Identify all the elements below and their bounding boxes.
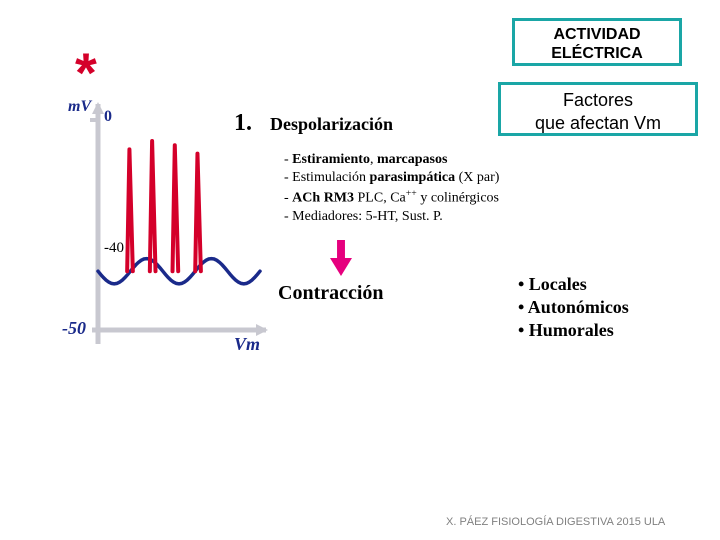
- bullet-item: - Mediadores: 5-HT, Sust. P.: [284, 209, 499, 225]
- footer-attribution: X. PÁEZ FISIOLOGÍA DIGESTIVA 2015 ULA: [446, 516, 665, 528]
- bullet-item: - Estiramiento, marcapasos: [284, 152, 499, 168]
- asterisk-text: *: [75, 41, 97, 104]
- axis-mv-label: mV: [68, 98, 91, 116]
- arrow-down-icon: [330, 240, 352, 276]
- asterisk-mark: *: [75, 56, 97, 90]
- vm-factor-item: • Humorales: [518, 320, 629, 341]
- bullet-item: - ACh RM3 PLC, Ca++ y colinérgicos: [284, 188, 499, 207]
- vm-factors-list: • Locales• Autonómicos• Humorales: [518, 272, 629, 343]
- membrane-potential-graph: [70, 96, 270, 356]
- factors-box: Factores que afectan Vm: [498, 82, 698, 136]
- depolarization-factors-list: - Estiramiento, marcapasos - Estimulación…: [284, 150, 499, 227]
- axis-neg40-label: -40: [104, 240, 124, 257]
- vm-factor-item: • Autonómicos: [518, 297, 629, 318]
- contraction-label: Contracción: [278, 282, 384, 305]
- bullet-item: - Estimulación parasimpática (X par): [284, 170, 499, 186]
- axis-neg50-label: -50: [62, 318, 86, 339]
- axis-zero-label: 0: [104, 108, 112, 126]
- axis-vm-label: Vm: [234, 334, 260, 355]
- title-box: ACTIVIDAD ELÉCTRICA: [512, 18, 682, 66]
- factors-line1: Factores: [511, 89, 685, 112]
- step-label-despolarizacion: Despolarización: [270, 114, 393, 135]
- factors-line2: que afectan Vm: [511, 112, 685, 135]
- vm-factor-item: • Locales: [518, 274, 629, 295]
- title-text: ACTIVIDAD ELÉCTRICA: [551, 26, 643, 62]
